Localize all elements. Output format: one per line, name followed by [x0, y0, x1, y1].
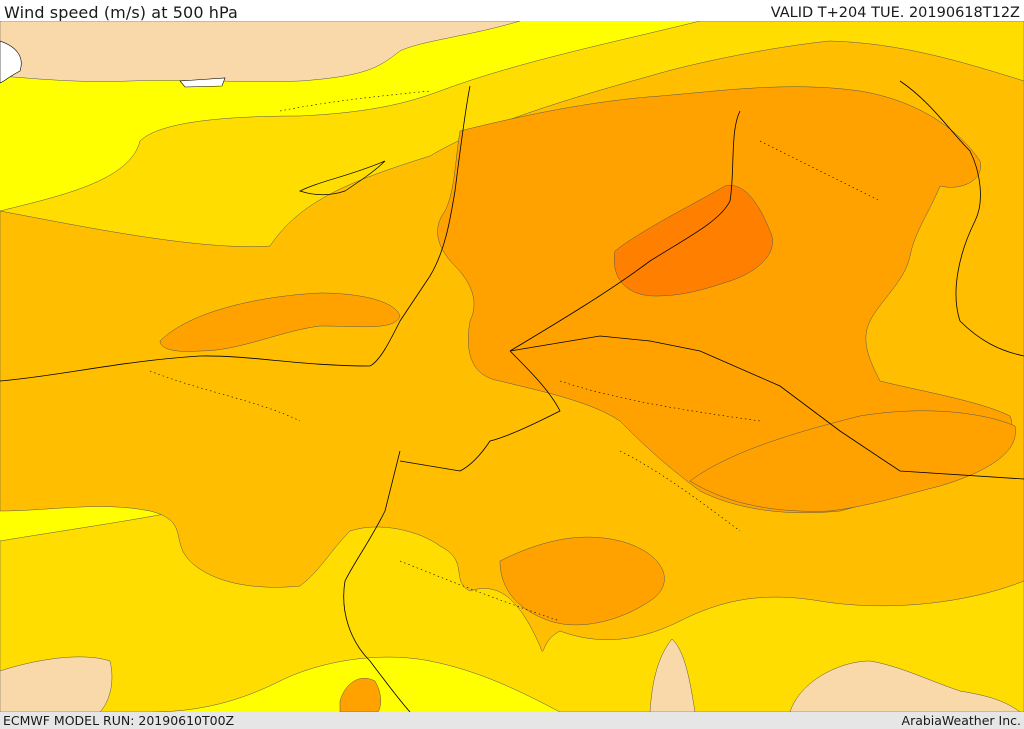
- band-5-area: [613, 185, 773, 297]
- internal-border-2: [149, 370, 301, 422]
- cyprus-island: [299, 160, 386, 196]
- footer-bar: ECMWF MODEL RUN: 20190610T00Z ArabiaWeat…: [0, 712, 1024, 729]
- internal-border-5: [399, 560, 561, 622]
- coastline-egypt: [0, 355, 371, 382]
- band-4-area-west: [159, 292, 401, 352]
- coastline-gulf: [899, 80, 1024, 357]
- land-low-area-north: [0, 21, 521, 82]
- internal-border-4: [759, 140, 881, 202]
- sea-patch-aegean: [0, 40, 22, 84]
- wind-speed-map: [0, 21, 1024, 712]
- border-jordan: [399, 350, 561, 472]
- internal-border-6: [619, 450, 741, 532]
- map-canvas: [0, 21, 1024, 712]
- model-run-label: ECMWF MODEL RUN: 20190610T00Z: [3, 713, 235, 728]
- chart-title: Wind speed (m/s) at 500 hPa: [4, 3, 238, 21]
- border-iraq: [509, 110, 741, 352]
- header-bar: Wind speed (m/s) at 500 hPa VALID T+204 …: [0, 0, 1024, 21]
- land-low-area-sw: [0, 656, 113, 712]
- credit-label: ArabiaWeather Inc.: [901, 713, 1021, 728]
- coastline-redsea: [343, 450, 411, 712]
- coastline-lines: [0, 80, 1024, 712]
- sea-patch-black: [179, 77, 226, 88]
- band-4-area-east: [689, 410, 1016, 512]
- coastline-levant: [369, 85, 471, 367]
- band-4-area-south-small: [339, 677, 381, 712]
- internal-border-lines: [149, 90, 881, 622]
- band-4-area-south: [499, 536, 665, 626]
- border-saudi-north: [509, 335, 1024, 480]
- valid-time-label: VALID T+204 TUE. 20190618T12Z: [770, 5, 1020, 21]
- land-low-area-south: [649, 638, 696, 712]
- internal-border-3: [559, 380, 761, 422]
- land-low-area-se: [789, 660, 1021, 712]
